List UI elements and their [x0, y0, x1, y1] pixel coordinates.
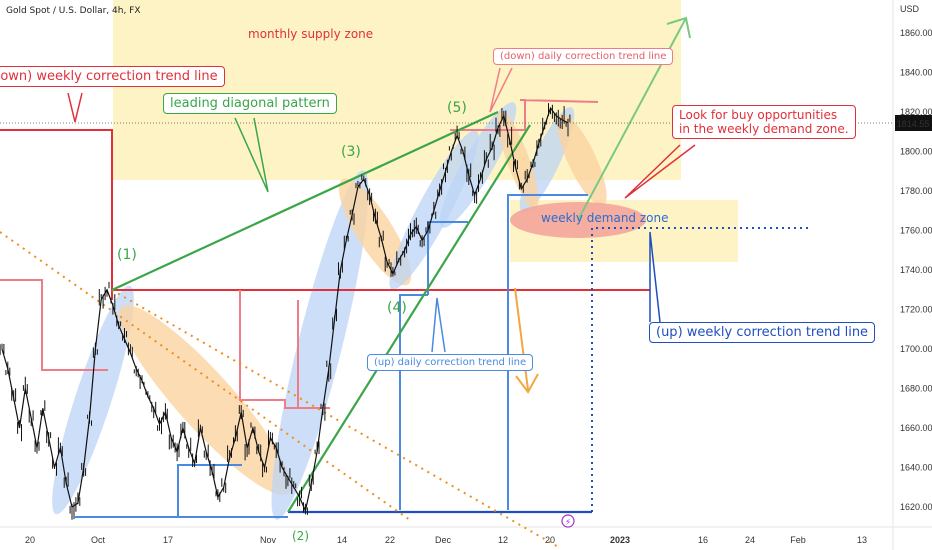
- down-weekly-trend-callout: (down) weekly correction trend line: [0, 66, 225, 87]
- x-tick-label: Oct: [91, 535, 106, 545]
- demand-zone-label: weekly demand zone: [541, 211, 669, 225]
- x-tick-label: 20: [25, 535, 35, 545]
- y-tick-label: 1800.00: [900, 147, 932, 157]
- x-tick-label: 12: [498, 535, 508, 545]
- y-tick-label: 1640.00: [900, 463, 932, 473]
- supply-zone-label: monthly supply zone: [248, 27, 373, 41]
- pink-step-line: [0, 279, 108, 371]
- down-daily-trend-text: (down) daily correction trend line: [500, 51, 667, 62]
- up-weekly-pointer: [649, 231, 661, 323]
- down-weekly-callout-pointer: [67, 92, 83, 123]
- current-price-text: 1814.55: [897, 119, 930, 129]
- x-tick-label: 17: [163, 535, 173, 545]
- x-tick-label: 20: [545, 535, 555, 545]
- leading-diagonal-pointer: [234, 117, 269, 193]
- price-series: [0, 103, 571, 520]
- y-tick-label: 1620.00: [900, 502, 932, 512]
- projection-arrow-head: [666, 16, 691, 39]
- symbol-title: Gold Spot / U.S. Dollar, 4h, FX: [6, 6, 141, 16]
- y-tick-label: 1700.00: [900, 344, 932, 354]
- projected-correction-fill: [557, 114, 607, 206]
- y-tick-label: 1860.00: [900, 28, 932, 38]
- leading-diagonal-callout: leading diagonal pattern: [163, 93, 337, 114]
- x-tick-label: 14: [337, 535, 347, 545]
- y-tick-label: 1840.00: [900, 68, 932, 78]
- x-tick-label: 16: [698, 535, 708, 545]
- x-tick-label: 13: [857, 535, 867, 545]
- monthly-supply-zone: [113, 0, 681, 180]
- y-tick-label: 1660.00: [900, 423, 932, 433]
- up-daily-pointer: [431, 297, 446, 353]
- correction-wave-2-fill: [118, 305, 292, 495]
- event-icon[interactable]: [561, 514, 575, 528]
- impulse-wave-1-fill: [52, 285, 134, 515]
- red-weekly-step-line: [0, 129, 113, 300]
- y-tick-label: 1780.00: [900, 186, 932, 196]
- down-daily-trend-callout: (down) daily correction trend line: [493, 48, 674, 65]
- impulse-wave-3-fill: [271, 170, 369, 520]
- x-tick-label: Dec: [435, 535, 452, 545]
- y-tick-label: 1720.00: [900, 305, 932, 315]
- correction-wave-4-fill: [338, 178, 412, 286]
- blue-dotted-projection: [591, 227, 812, 512]
- diagonal-upper-line: [111, 111, 499, 291]
- x-tick-label: 22: [385, 535, 395, 545]
- blue-step-line-5: [507, 194, 588, 510]
- wave-label-3: (3): [341, 144, 361, 160]
- up-weekly-trend-callout: (up) weekly correction trend line: [649, 322, 876, 343]
- buy-note-line2: in the weekly demand zone.: [679, 122, 849, 136]
- price-line: [1, 106, 569, 513]
- down-daily-pointer: [489, 67, 513, 113]
- price-axis: 1620.00 1640.00 1660.00 1680.00 1700.00 1720.…: [900, 28, 932, 512]
- time-axis: 20 Oct 17 Nov 14 22 Dec 12 20 2023 16 24 Feb 13: [25, 535, 867, 545]
- up-daily-trend-text: (up) daily correction trend line: [374, 357, 527, 368]
- buy-note-callout: Look for buy opportunities in the weekly…: [672, 105, 856, 139]
- y-tick-label: 1820.00: [900, 107, 932, 117]
- down-arrow-head: [515, 373, 539, 394]
- y-tick-label: 1680.00: [900, 384, 932, 394]
- x-tick-label: 24: [745, 535, 755, 545]
- blue-step-line-3: [399, 294, 428, 510]
- x-tick-label: Feb: [790, 535, 806, 545]
- impulse-wave-5-fill-b: [439, 102, 517, 228]
- down-weekly-trend-text: (down) weekly correction trend line: [0, 69, 218, 84]
- x-tick-label: 2023: [610, 535, 630, 545]
- diagonal-lower-line: [287, 124, 531, 513]
- buy-note-pointer: [624, 144, 696, 199]
- down-arrow-line: [514, 287, 529, 391]
- wave-label-2: (2): [292, 529, 309, 543]
- x-tick-label: Nov: [260, 535, 277, 545]
- wave-label-4: (4): [387, 300, 407, 316]
- up-weekly-trend-text: (up) weekly correction trend line: [656, 325, 869, 340]
- wave-label-5: (5): [447, 100, 467, 116]
- y-tick-label: 1740.00: [900, 265, 932, 275]
- up-daily-trend-callout: (up) daily correction trend line: [367, 354, 534, 371]
- wave-label-1: (1): [117, 247, 137, 263]
- leading-diagonal-text: leading diagonal pattern: [170, 96, 330, 111]
- lightning-icon: ⚡: [565, 517, 571, 527]
- current-price-tag: [895, 115, 932, 131]
- buy-note-line1: Look for buy opportunities: [679, 108, 838, 122]
- currency-label: USD: [900, 4, 920, 14]
- y-tick-label: 1760.00: [900, 226, 932, 236]
